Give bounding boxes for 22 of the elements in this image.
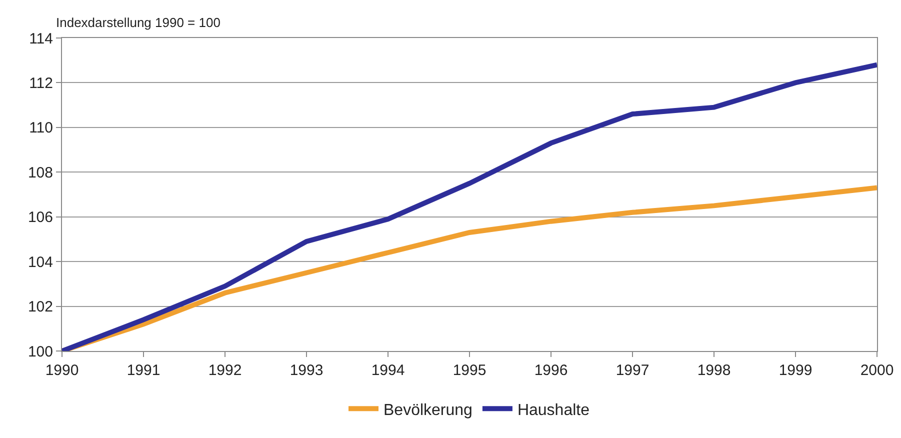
y-tick-label: 108: [28, 164, 53, 182]
x-tick-label: 1999: [778, 362, 812, 379]
x-tick-label: 2000: [860, 362, 894, 379]
x-tick-label: 1996: [534, 362, 568, 379]
y-tick-label: 110: [29, 120, 53, 137]
y-tick-label: 100: [28, 343, 53, 360]
x-tick-label: 1998: [697, 362, 731, 379]
y-tick-label: 104: [28, 254, 53, 271]
y-tick-label: 102: [28, 298, 53, 316]
legend-label: Haushalte: [517, 402, 590, 419]
x-tick-label: 1992: [208, 362, 242, 379]
x-tick-label: 1994: [371, 362, 405, 379]
x-tick-label: 1995: [452, 362, 486, 379]
y-tick-label: 112: [29, 74, 53, 92]
x-tick-label: 1991: [126, 362, 160, 379]
y-tick-label: 106: [28, 209, 53, 226]
legend-label: Bevölkerung: [384, 402, 472, 419]
x-tick-label: 1997: [616, 362, 650, 379]
x-tick-label: 1993: [290, 362, 324, 379]
y-tick-label: 114: [29, 30, 53, 48]
y-axis-title: Indexdarstellung 1990 = 100: [56, 15, 220, 30]
x-tick-label: 1990: [45, 362, 79, 379]
